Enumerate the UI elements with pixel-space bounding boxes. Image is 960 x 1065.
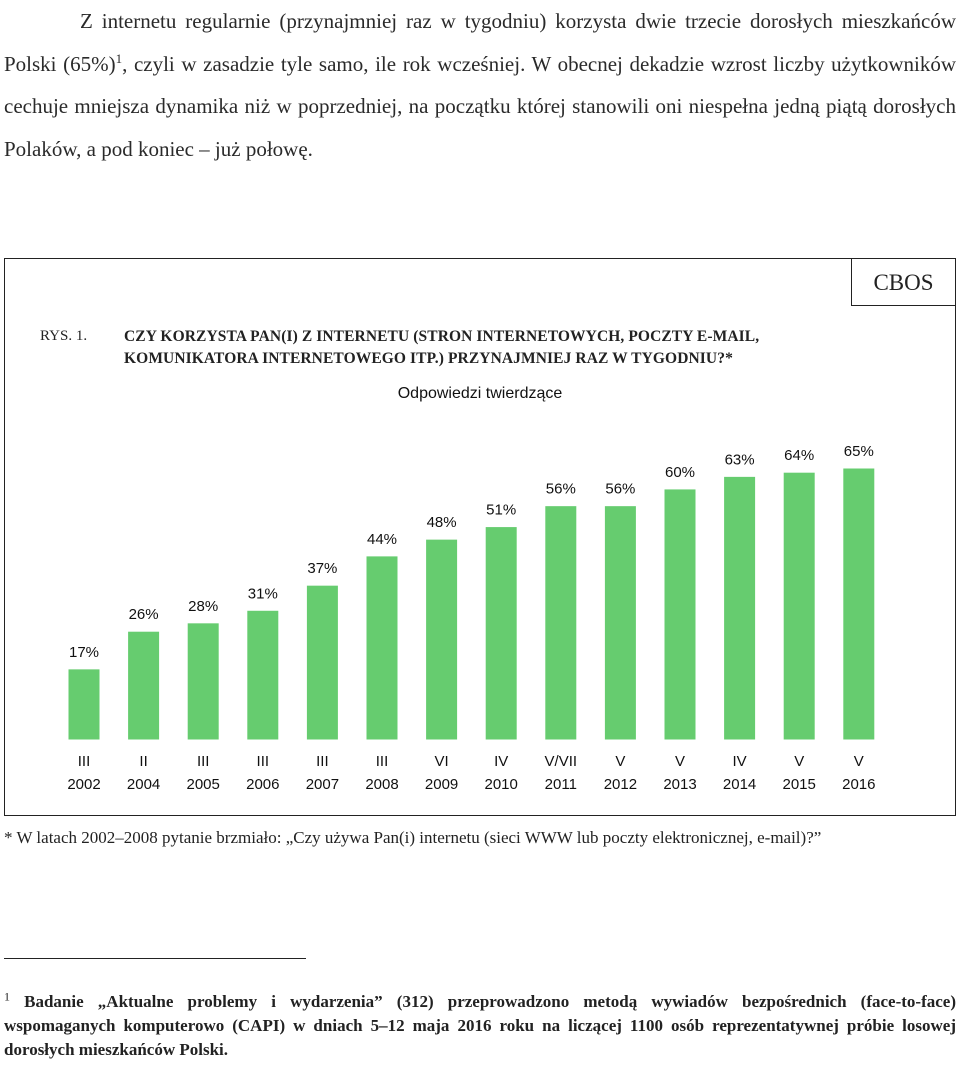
chart-subtitle: Odpowiedzi twierdzące [397, 385, 563, 402]
x-tick-year: 2004 [127, 776, 160, 793]
bar-iii-2008 [365, 555, 399, 741]
intro-text-end: , czyli w zasadzie tyle samo, ile rok wc… [4, 51, 957, 161]
bar-v-2012 [603, 505, 637, 741]
data-label: 56% [605, 481, 635, 498]
x-tick-year: 2009 [425, 776, 458, 793]
data-label: 63% [725, 451, 755, 468]
footnote-number: 1 [4, 989, 10, 1004]
bar-ii-2004 [127, 630, 161, 741]
question-note: * W latach 2002–2008 pytanie brzmiało: „… [4, 828, 822, 847]
x-tick-year: 2007 [306, 776, 339, 793]
bar-iii-2005 [186, 622, 220, 741]
bar-v-2016 [842, 467, 876, 741]
footnote-separator [4, 958, 306, 959]
figure-title: CZY KORZYSTA PAN(I) Z INTERNETU (STRON I… [124, 326, 924, 370]
intro-paragraph: Z internetu regularnie (przynajmniej raz… [4, 0, 956, 170]
footnote-text: Badanie „Aktualne problemy i wydarzenia”… [4, 992, 956, 1059]
figure-title-line-2: KOMUNIKATORA INTERNETOWEGO ITP.) PRZYNAJ… [124, 350, 733, 367]
data-label: 60% [665, 464, 695, 481]
footnote: 1 Badanie „Aktualne problemy i wydarzeni… [4, 990, 956, 1062]
x-tick-year: 2015 [783, 776, 816, 793]
bar-iii-2006 [246, 609, 280, 741]
bar-iii-2007 [305, 584, 339, 741]
figure-frame [4, 258, 956, 816]
data-label: 51% [486, 502, 516, 519]
data-label: 26% [129, 606, 159, 623]
bar-iv-2010 [484, 526, 518, 741]
x-tick-year: 2011 [545, 776, 577, 793]
x-tick-period: III [316, 753, 329, 770]
footnote-reference[interactable]: 1 [115, 50, 123, 66]
data-label: 64% [784, 447, 814, 464]
figure-title-line-1: CZY KORZYSTA PAN(I) Z INTERNETU (STRON I… [124, 328, 760, 345]
x-tick-period: II [139, 753, 147, 770]
x-tick-period: IV [733, 753, 747, 770]
data-label: 56% [546, 481, 576, 498]
x-tick-period: III [197, 753, 210, 770]
data-label: 48% [427, 514, 457, 531]
x-tick-year: 2014 [723, 776, 756, 793]
data-label: 44% [367, 531, 397, 548]
data-label: 37% [307, 560, 337, 577]
x-tick-period: VI [435, 753, 449, 770]
x-tick-year: 2005 [187, 776, 220, 793]
x-tick-year: 2013 [663, 776, 696, 793]
bar-iv-2014 [723, 475, 757, 741]
x-tick-year: 2012 [604, 776, 637, 793]
data-label: 31% [248, 585, 278, 602]
x-tick-period: V [794, 753, 804, 770]
x-tick-period: IV [494, 753, 508, 770]
bar-v-2015 [782, 471, 816, 741]
x-tick-year: 2010 [485, 776, 518, 793]
x-tick-year: 2002 [67, 776, 100, 793]
x-tick-year: 2008 [365, 776, 398, 793]
bar-chart: 17% III 2002 26% II 2004 28% III 2005 31% III 2006 3… [67, 443, 876, 793]
bar-vi-2009 [425, 538, 459, 741]
bar-v-vii-2011 [544, 505, 578, 741]
intro-text-start: Z internetu regularnie (przynajmniej raz… [4, 9, 956, 76]
x-tick-year: 2016 [842, 776, 875, 793]
x-tick-period: V [675, 753, 685, 770]
x-tick-period: III [257, 753, 270, 770]
x-tick-period: III [78, 753, 91, 770]
x-tick-year: 2006 [246, 776, 279, 793]
x-tick-period: V [615, 753, 625, 770]
data-label: 28% [188, 598, 218, 615]
x-tick-period: V [854, 753, 864, 770]
data-label: 65% [844, 443, 874, 460]
bar-iii-2002 [67, 668, 101, 741]
x-tick-period: III [376, 753, 389, 770]
data-label: 17% [69, 644, 99, 661]
x-tick-period: V/VII [545, 753, 578, 770]
figure-number: RYS. 1. [40, 328, 88, 344]
source-label: CBOS [851, 258, 956, 306]
bar-v-2013 [663, 488, 697, 741]
